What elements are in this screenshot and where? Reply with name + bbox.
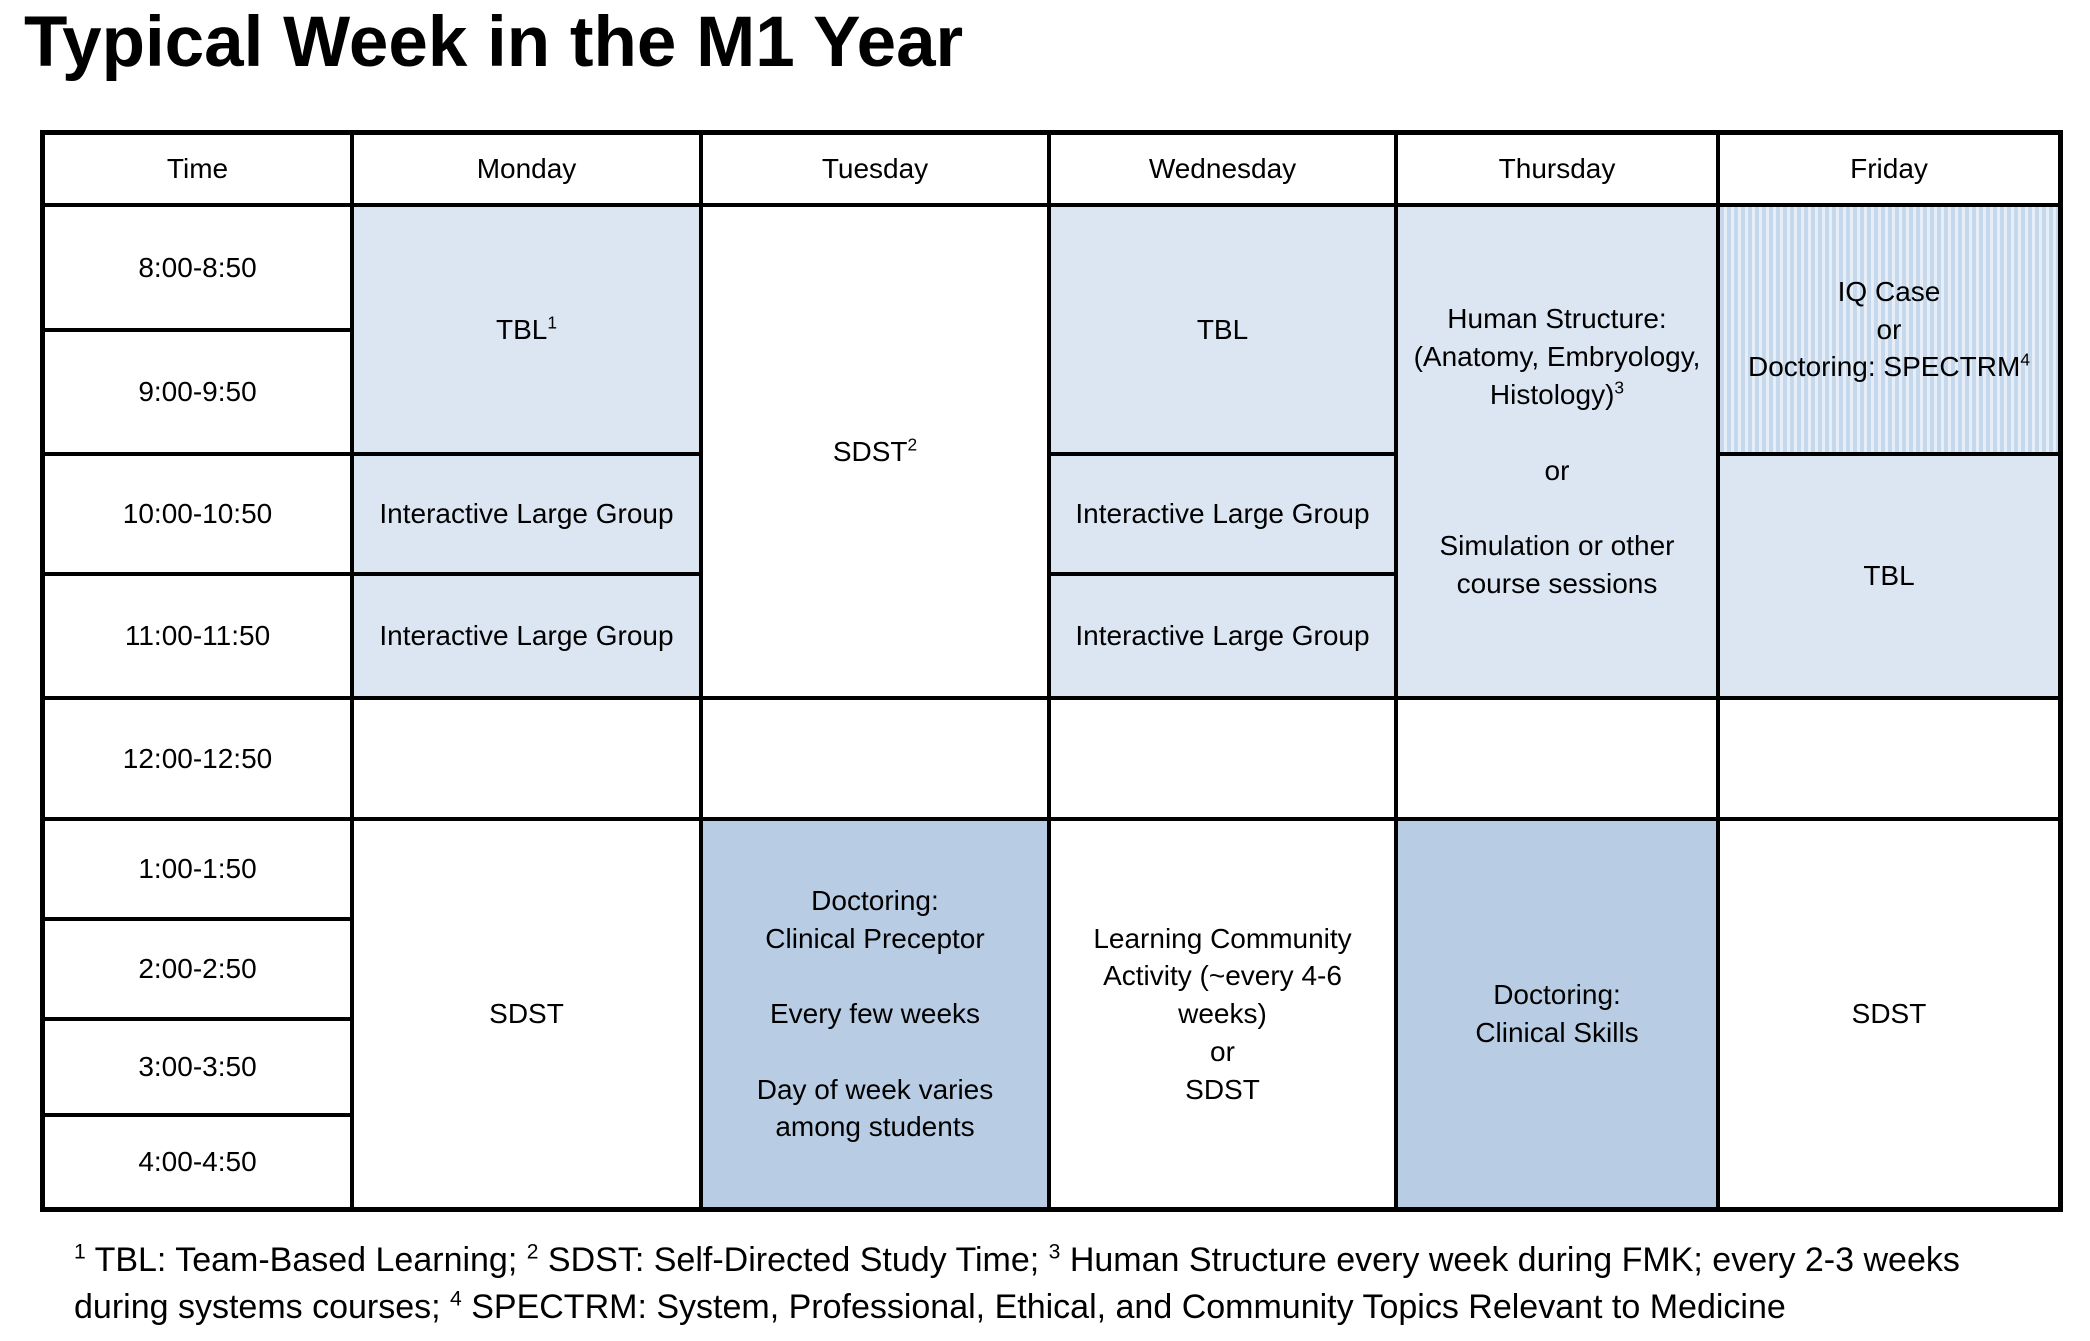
cell-friday-tbl: TBL (1720, 456, 2058, 696)
cell-text: TBL1 (495, 312, 557, 345)
footnote-ref-4: 4 (2020, 350, 2030, 371)
footnote-line2: during systems courses; 4 SPECTRM: Syste… (74, 1287, 1786, 1326)
cell-tuesday-sdst: SDST2 (703, 207, 1047, 696)
page-title: Typical Week in the M1 Year (24, 3, 964, 82)
footnote-sup-2: 2 (526, 1240, 539, 1264)
footnote-ref-1: 1 (547, 312, 557, 333)
time-cell-400: 4:00-4:50 (45, 1117, 350, 1207)
cell-text: Human Structure: (Anatomy, Embryology, H… (1413, 303, 1701, 410)
time-cell-1000: 10:00-10:50 (45, 456, 350, 572)
time-cell-1100: 11:00-11:50 (45, 576, 350, 696)
cell-text: IQ Case or Doctoring: SPECTRM4 (1748, 275, 2030, 383)
footnote-sup-3: 3 (1048, 1240, 1061, 1264)
cell-thursday-doctoring-clinical-skills: Doctoring: Clinical Skills (1398, 821, 1716, 1207)
cell-text: Simulation or other course sessions (1439, 530, 1675, 600)
footnote-sup-4: 4 (450, 1287, 462, 1311)
footnote-ref-2: 2 (907, 434, 918, 455)
cell-friday-lunch-empty (1720, 700, 2058, 817)
cell-wednesday-tbl: TBL (1051, 207, 1394, 452)
schedule-table: Time Monday Tuesday Wednesday Thursday F… (40, 130, 2063, 1212)
cell-text: SDST2 (832, 434, 918, 467)
cell-monday-lunch-empty (354, 700, 699, 817)
cell-text-or: or (1544, 454, 1570, 486)
time-cell-900: 9:00-9:50 (45, 332, 350, 452)
cell-thursday-human-structure: Human Structure: (Anatomy, Embryology, H… (1398, 207, 1716, 696)
cell-friday-iq-case-spectrm: IQ Case or Doctoring: SPECTRM4 (1720, 207, 2058, 452)
cell-monday-sdst: SDST (354, 821, 699, 1207)
cell-thursday-lunch-empty (1398, 700, 1716, 817)
cell-tuesday-lunch-empty (703, 700, 1047, 817)
col-header-wednesday: Wednesday (1051, 135, 1394, 203)
cell-friday-sdst: SDST (1720, 821, 2058, 1207)
cell-wednesday-lunch-empty (1051, 700, 1394, 817)
time-cell-800: 8:00-8:50 (45, 207, 350, 328)
footnote: 1 TBL: Team-Based Learning; 2 SDST: Self… (74, 1237, 2064, 1331)
col-header-tuesday: Tuesday (703, 135, 1047, 203)
time-cell-100: 1:00-1:50 (45, 821, 350, 917)
col-header-monday: Monday (354, 135, 699, 203)
col-header-time: Time (45, 135, 350, 203)
cell-monday-interactive-large-group-11: Interactive Large Group (354, 576, 699, 696)
col-header-thursday: Thursday (1398, 135, 1716, 203)
cell-wednesday-interactive-large-group-11: Interactive Large Group (1051, 576, 1394, 696)
cell-monday-tbl: TBL1 (354, 207, 699, 452)
time-cell-200: 2:00-2:50 (45, 921, 350, 1017)
col-header-friday: Friday (1720, 135, 2058, 203)
cell-monday-interactive-large-group-10: Interactive Large Group (354, 456, 699, 572)
time-cell-300: 3:00-3:50 (45, 1021, 350, 1113)
footnote-sup-1: 1 (74, 1240, 86, 1264)
footnote-line1: 1 TBL: Team-Based Learning; 2 SDST: Self… (74, 1240, 1960, 1279)
time-cell-1200: 12:00-12:50 (45, 700, 350, 817)
cell-wednesday-interactive-large-group-10: Interactive Large Group (1051, 456, 1394, 572)
cell-wednesday-learning-community: Learning Community Activity (~every 4-6 … (1051, 821, 1394, 1207)
footnote-ref-3: 3 (1614, 377, 1625, 398)
cell-tuesday-doctoring-clinical-preceptor: Doctoring: Clinical Preceptor Every few … (703, 821, 1047, 1207)
